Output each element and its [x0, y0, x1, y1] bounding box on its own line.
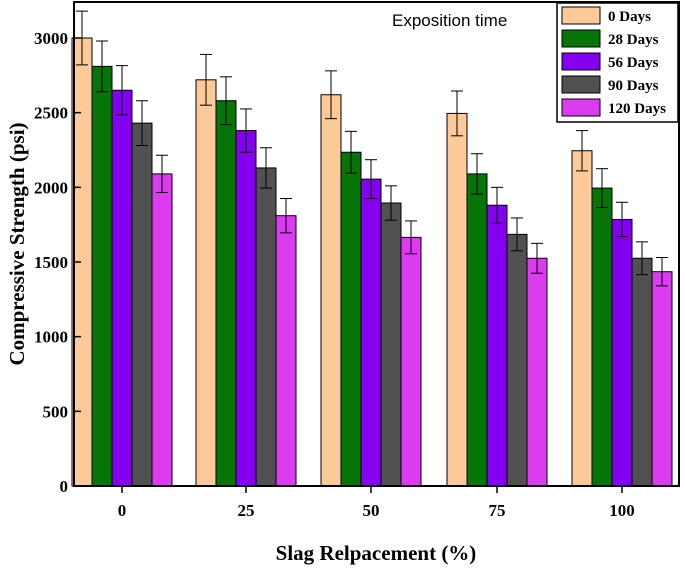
error-bar-0-days-75	[451, 90, 463, 137]
x-tick-label-50: 50	[363, 501, 380, 520]
bar-28-days-0	[91, 65, 113, 487]
bar-90-days-100	[631, 257, 653, 487]
error-bar-0-days-0	[76, 10, 88, 66]
error-bar-90-days-0	[136, 100, 148, 147]
y-tick-label-3000: 3000	[34, 29, 68, 48]
legend-swatch-28-days	[561, 29, 601, 48]
y-axis: 0 500 1000 1500 2000 2500 3000	[34, 29, 81, 496]
bar-120-days-0	[151, 173, 173, 487]
bar-56-days-25	[235, 130, 257, 487]
error-bar-28-days-25	[220, 76, 232, 126]
x-tick-label-100: 100	[609, 501, 635, 520]
error-bar-90-days-25	[260, 147, 272, 189]
error-bar-120-days-75	[531, 242, 543, 274]
error-bar-0-days-100	[576, 130, 588, 172]
legend-label-56-days: 56 Days	[608, 55, 659, 71]
error-bar-28-days-0	[96, 40, 108, 93]
legend-swatch-56-days	[561, 52, 601, 71]
x-axis: 0 25 50 75 100	[118, 486, 635, 520]
error-bar-56-days-50	[365, 159, 377, 200]
bar-0-days-75	[446, 112, 468, 487]
bar-90-days-75	[506, 233, 528, 487]
error-bar-120-days-0	[156, 154, 168, 194]
legend-swatch-120-days	[561, 98, 601, 117]
y-tick-label-1000: 1000	[34, 328, 68, 347]
x-tick-label-0: 0	[118, 501, 127, 520]
error-bar-0-days-50	[325, 70, 337, 120]
legend: 0 Days 28 Days 56 Days 90 Days 120 Days	[556, 2, 679, 123]
legend-label-90-days: 90 Days	[608, 78, 659, 94]
x-tick-label-75: 75	[489, 501, 506, 520]
error-bar-90-days-50	[385, 185, 397, 221]
bar-56-days-100	[611, 218, 633, 487]
error-bar-28-days-50	[345, 130, 357, 174]
bar-0-days-100	[571, 150, 593, 487]
bar-56-days-0	[111, 89, 133, 487]
error-bars-layer	[76, 10, 668, 287]
error-bar-90-days-100	[636, 241, 648, 276]
error-bar-28-days-100	[596, 168, 608, 208]
error-bar-0-days-25	[200, 53, 212, 106]
error-bar-56-days-100	[616, 201, 628, 238]
legend-swatch-0-days	[561, 6, 601, 25]
y-tick-label-2000: 2000	[34, 178, 68, 197]
bars-layer	[71, 37, 673, 487]
bar-90-days-25	[255, 167, 277, 487]
error-bar-56-days-25	[240, 108, 252, 153]
bar-28-days-75	[466, 173, 488, 487]
y-tick-label-2500: 2500	[34, 104, 68, 123]
y-tick-label-1500: 1500	[34, 253, 68, 272]
bar-56-days-75	[486, 204, 508, 487]
error-bar-120-days-100	[656, 257, 668, 287]
y-tick-label-0: 0	[60, 477, 69, 496]
legend-title: Exposition time	[392, 11, 507, 30]
legend-label-0-days: 0 Days	[608, 9, 651, 25]
y-axis-title: Compressive Strength (psi)	[5, 122, 29, 365]
bar-28-days-100	[591, 187, 613, 487]
error-bar-56-days-75	[491, 186, 503, 224]
legend-label-28-days: 28 Days	[608, 32, 659, 48]
error-bar-56-days-0	[116, 65, 128, 116]
bar-28-days-25	[215, 100, 237, 487]
error-bar-90-days-75	[511, 217, 523, 252]
bar-90-days-0	[131, 122, 153, 487]
legend-label-120-days: 120 Days	[608, 101, 666, 117]
bar-56-days-50	[360, 178, 382, 487]
bar-120-days-50	[400, 236, 422, 487]
legend-swatch-90-days	[561, 75, 601, 94]
error-bar-120-days-50	[405, 220, 417, 255]
error-bar-28-days-75	[471, 153, 483, 195]
y-tick-label-500: 500	[43, 402, 69, 421]
bar-120-days-100	[651, 271, 673, 487]
x-axis-title: Slag Relpacement (%)	[276, 541, 477, 565]
bar-90-days-50	[380, 202, 402, 487]
plot-frame	[73, 1, 680, 487]
bar-120-days-75	[526, 257, 548, 487]
bar-28-days-50	[340, 151, 362, 487]
error-bar-120-days-25	[280, 198, 292, 234]
bar-120-days-25	[275, 215, 297, 487]
bar-0-days-50	[320, 94, 342, 487]
bar-0-days-25	[195, 79, 217, 487]
x-tick-label-25: 25	[238, 501, 255, 520]
